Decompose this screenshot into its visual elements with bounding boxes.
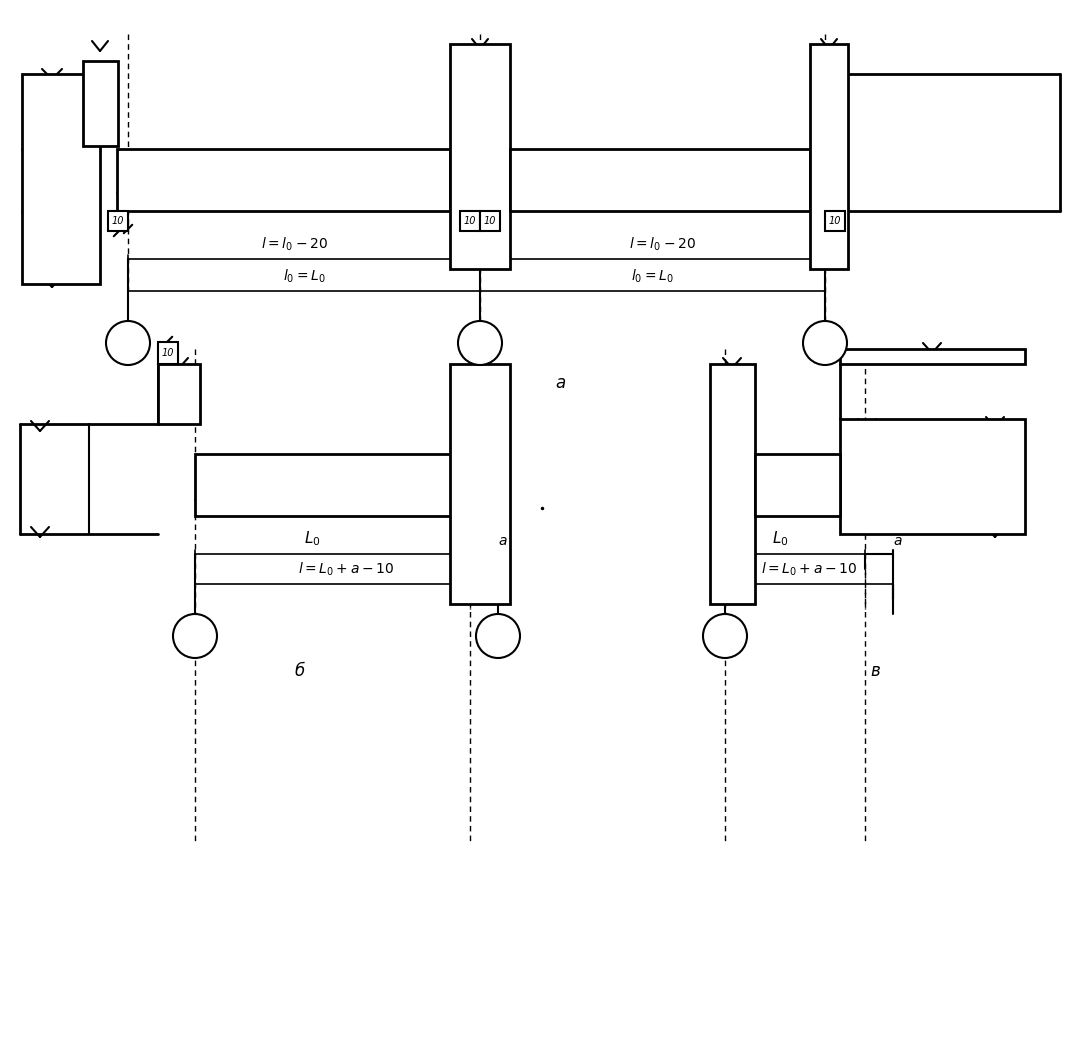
Bar — [509, 149, 810, 211]
Bar — [158, 364, 201, 424]
Bar — [158, 342, 178, 364]
Bar — [840, 349, 1025, 364]
Bar — [83, 61, 118, 146]
Bar — [450, 44, 509, 269]
Text: в: в — [870, 662, 880, 680]
Circle shape — [476, 614, 520, 658]
Bar — [195, 454, 462, 516]
Bar — [460, 211, 480, 231]
Text: 10: 10 — [829, 216, 841, 226]
Bar — [754, 454, 840, 516]
Bar — [480, 211, 500, 231]
Circle shape — [704, 614, 747, 658]
Text: $l = L_0 + a - 10$: $l = L_0 + a - 10$ — [298, 561, 395, 578]
Bar — [117, 149, 450, 211]
Text: $l_0 = L_0$: $l_0 = L_0$ — [631, 267, 674, 285]
Bar — [710, 364, 754, 604]
Bar — [810, 44, 848, 269]
Bar — [840, 419, 1025, 533]
Bar — [825, 211, 846, 231]
Circle shape — [173, 614, 217, 658]
Bar — [22, 74, 100, 284]
Text: $l_0 = L_0$: $l_0 = L_0$ — [283, 267, 325, 285]
Text: $a$: $a$ — [893, 533, 903, 548]
Text: а: а — [555, 374, 565, 392]
Text: $L_0$: $L_0$ — [305, 529, 321, 548]
Text: 10: 10 — [483, 216, 496, 226]
Text: $l = l_0 - 20$: $l = l_0 - 20$ — [629, 236, 696, 253]
Bar — [108, 211, 128, 231]
Circle shape — [803, 321, 847, 365]
Text: $l = l_0 - 20$: $l = l_0 - 20$ — [260, 236, 327, 253]
Text: $L_0$: $L_0$ — [772, 529, 788, 548]
Text: 10: 10 — [464, 216, 476, 226]
Text: б: б — [295, 662, 305, 680]
Bar — [450, 364, 509, 604]
Text: $a$: $a$ — [499, 533, 507, 548]
Text: $l = L_0 + a - 10$: $l = L_0 + a - 10$ — [761, 561, 857, 578]
Circle shape — [459, 321, 502, 365]
Text: 10: 10 — [162, 348, 175, 358]
Circle shape — [106, 321, 150, 365]
Text: 10: 10 — [112, 216, 125, 226]
